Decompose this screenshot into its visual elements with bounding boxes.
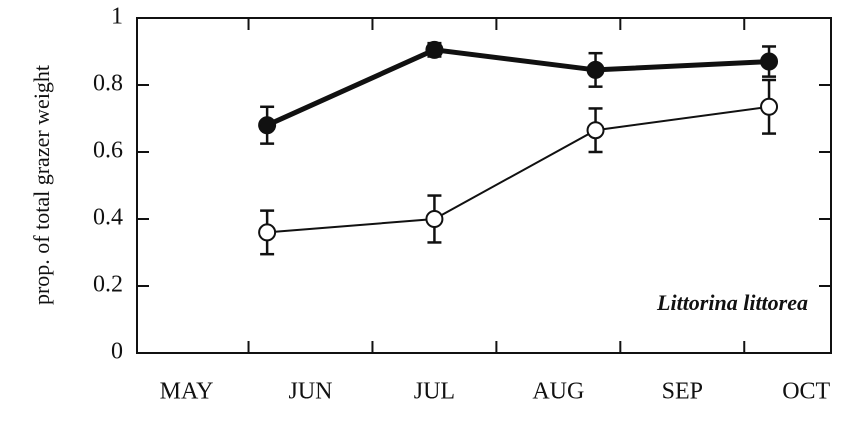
y-tick-label: 0.2: [93, 272, 123, 298]
plot-frame: [136, 17, 832, 354]
y-tick-label: 0.8: [93, 71, 123, 97]
x-tick-label: JUN: [288, 379, 332, 405]
marker: [760, 97, 779, 116]
marker: [258, 223, 277, 242]
marker: [586, 60, 605, 79]
series-line: [266, 47, 770, 128]
y-tick-label: 0.6: [93, 138, 123, 164]
y-tick-label: 1: [111, 4, 123, 30]
marker: [586, 121, 605, 140]
y-tick-label: 0: [111, 339, 123, 365]
annotation: Littorina littorea: [656, 290, 808, 315]
marker: [425, 210, 444, 228]
x-tick-label: SEP: [662, 379, 703, 405]
x-tick-label: AUG: [532, 379, 584, 405]
x-tick-label: JUL: [414, 379, 455, 405]
x-tick-label: MAY: [160, 379, 214, 405]
marker: [760, 52, 779, 71]
y-tick-label: 0.4: [93, 205, 123, 231]
marker: [258, 116, 277, 135]
marker: [425, 40, 444, 59]
y-axis-label: prop. of total grazer weight: [29, 65, 54, 305]
series-line: [267, 105, 770, 234]
x-tick-label: OCT: [782, 379, 830, 405]
